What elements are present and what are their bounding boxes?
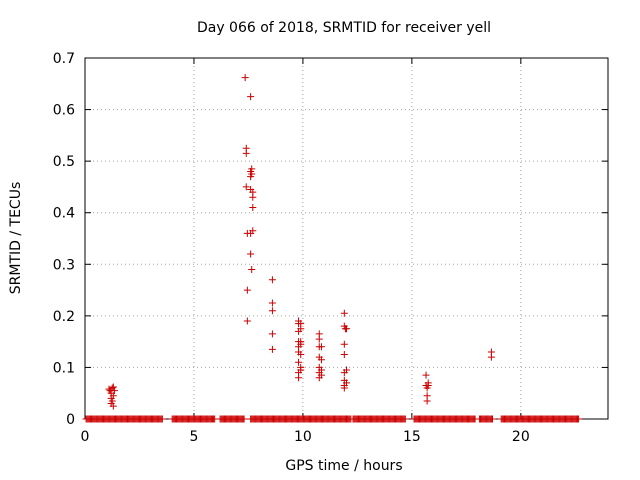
data-point — [422, 371, 430, 379]
data-point — [317, 343, 325, 351]
data-point — [340, 384, 348, 392]
x-tick-label: 15 — [403, 429, 421, 445]
gridlines — [85, 58, 608, 419]
data-point — [268, 330, 276, 338]
data-point — [343, 379, 350, 387]
data-point — [297, 325, 305, 333]
data-point — [340, 309, 348, 317]
data-point — [109, 402, 117, 410]
data-point — [268, 345, 276, 353]
data-point — [243, 286, 251, 294]
data-point — [248, 170, 256, 178]
data-point — [343, 325, 350, 333]
y-tick-label: 0.1 — [53, 360, 75, 376]
data-point — [247, 93, 255, 101]
data-point — [297, 340, 305, 348]
data-point — [268, 307, 276, 315]
x-tick-label: 10 — [294, 429, 312, 445]
data-point — [110, 387, 118, 395]
data-point — [295, 358, 303, 366]
chart-title: Day 066 of 2018, SRMTID for receiver yel… — [197, 20, 491, 36]
data-point — [105, 385, 113, 393]
y-tick-label: 0.6 — [53, 103, 75, 119]
y-tick-label: 0.7 — [53, 51, 75, 67]
data-point — [297, 351, 305, 359]
data-point — [343, 366, 350, 374]
data-point — [241, 74, 249, 82]
data-point — [242, 183, 250, 191]
y-tick-label: 0.2 — [53, 309, 75, 325]
data-series — [82, 74, 583, 423]
data-point — [247, 250, 255, 258]
plot-frame — [84, 57, 609, 420]
x-tick-label: 20 — [512, 429, 530, 445]
data-point — [109, 392, 117, 400]
y-tick-label: 0.3 — [53, 257, 75, 273]
data-point — [108, 397, 116, 405]
axis-ticks: 0 5 10 15 20 0 0.1 0.2 0.3 0.4 0.5 0.6 0.7 — [53, 51, 608, 445]
data-point — [248, 265, 256, 273]
data-point — [158, 415, 166, 423]
data-point — [240, 415, 248, 423]
y-axis-label: SRMTID / TECUs — [8, 182, 24, 295]
data-point — [317, 371, 325, 379]
data-point — [109, 383, 117, 391]
data-point — [340, 340, 348, 348]
data-point — [297, 366, 305, 374]
data-point — [295, 374, 303, 382]
y-tick-label: 0 — [66, 412, 75, 428]
data-point — [575, 415, 583, 423]
data-point — [249, 204, 257, 212]
x-tick-label: 5 — [189, 429, 198, 445]
data-point — [243, 317, 251, 325]
y-tick-label: 0.5 — [53, 154, 75, 170]
data-point — [249, 193, 257, 201]
data-point — [489, 415, 497, 423]
x-tick-label: 0 — [81, 429, 90, 445]
data-point — [249, 227, 257, 235]
data-point — [423, 397, 431, 405]
data-point — [317, 356, 325, 364]
data-point — [401, 415, 409, 423]
data-point — [340, 351, 348, 359]
data-point — [268, 299, 276, 307]
data-point — [268, 276, 276, 284]
x-axis-label: GPS time / hours — [285, 458, 402, 474]
y-tick-label: 0.4 — [53, 206, 75, 222]
data-point — [487, 353, 495, 361]
data-point — [424, 381, 432, 389]
data-point — [315, 335, 323, 343]
data-point — [242, 149, 250, 157]
